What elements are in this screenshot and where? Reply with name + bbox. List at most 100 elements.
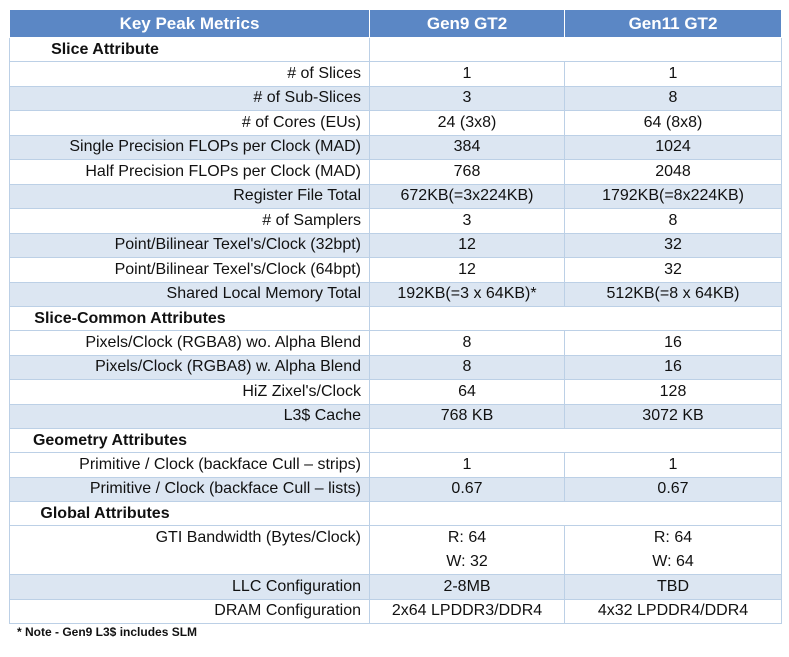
gen9-value: 3 — [369, 85, 565, 111]
metric-label: GTI Bandwidth (Bytes/Clock) — [9, 525, 370, 575]
footnote: * Note - Gen9 L3$ includes SLM — [17, 625, 198, 639]
section-heading: Geometry Attributes — [9, 428, 370, 453]
gen9-value: 1 — [369, 452, 565, 478]
section-heading: Slice-Common Attributes — [9, 306, 370, 331]
metric-label: Primitive / Clock (backface Cull – strip… — [9, 452, 370, 478]
empty-cell — [369, 501, 782, 526]
gen11-value: 128 — [564, 379, 782, 405]
header-key-peak-metrics: Key Peak Metrics — [9, 9, 370, 38]
section-heading-text: Slice-Common Attributes — [34, 309, 226, 327]
table-row: Shared Local Memory Total 192KB(=3 x 64KB… — [9, 281, 782, 307]
metric-label: L3$ Cache — [9, 403, 370, 429]
metric-label: # of Sub-Slices — [9, 85, 370, 111]
section-heading: Global Attributes — [9, 501, 370, 526]
gen11-value: 64 (8x8) — [564, 110, 782, 136]
metric-label: Pixels/Clock (RGBA8) w. Alpha Blend — [9, 354, 370, 380]
table-row: Single Precision FLOPs per Clock (MAD) 38… — [9, 134, 782, 160]
table-row: # of Sub-Slices 3 8 — [9, 85, 782, 111]
section-heading-text: Slice Attribute — [51, 40, 159, 58]
gen11-value: 1792KB(=8x224KB) — [564, 183, 782, 209]
gen11-value: 32 — [564, 257, 782, 283]
metric-label: Primitive / Clock (backface Cull – lists… — [9, 476, 370, 502]
gen11-value-line: W: 64 — [652, 553, 694, 570]
table-row: HiZ Zixel's/Clock 64 128 — [9, 379, 782, 405]
table-row: GTI Bandwidth (Bytes/Clock) R: 64 W: 32 R: … — [9, 525, 782, 575]
metric-label: DRAM Configuration — [9, 598, 370, 624]
table-row: Primitive / Clock (backface Cull – strip… — [9, 452, 782, 478]
table-row: Primitive / Clock (backface Cull – lists… — [9, 476, 782, 502]
table-body: Slice Attribute # of Slices 1 1 # of Sub-Sli… — [9, 37, 782, 624]
metric-label: Register File Total — [9, 183, 370, 209]
gen9-value: 768 — [369, 159, 565, 185]
gen11-value: 1 — [564, 61, 782, 87]
gen9-value: 2x64 LPDDR3/DDR4 — [369, 598, 565, 624]
gen11-value: 32 — [564, 232, 782, 258]
gen11-value: 16 — [564, 354, 782, 380]
table-row: # of Samplers 3 8 — [9, 208, 782, 234]
section-row: Slice-Common Attributes — [9, 306, 782, 331]
table-row: Point/Bilinear Texel's/Clock (32bpt) 12 32 — [9, 232, 782, 258]
table-row: DRAM Configuration 2x64 LPDDR3/DDR4 4x32 L… — [9, 598, 782, 624]
gen11-value: 512KB(=8 x 64KB) — [564, 281, 782, 307]
gen9-value: 2-8MB — [369, 574, 565, 600]
gen9-value: 3 — [369, 208, 565, 234]
metric-label: Point/Bilinear Texel's/Clock (64bpt) — [9, 257, 370, 283]
table-row: # of Slices 1 1 — [9, 61, 782, 87]
metric-label: HiZ Zixel's/Clock — [9, 379, 370, 405]
section-heading: Slice Attribute — [9, 37, 370, 62]
gen11-value: 8 — [564, 85, 782, 111]
gen9-value: 64 — [369, 379, 565, 405]
gen9-value: 24 (3x8) — [369, 110, 565, 136]
table-row: Register File Total 672KB(=3x224KB) 1792KB… — [9, 183, 782, 209]
metric-label: # of Samplers — [9, 208, 370, 234]
table-row: Pixels/Clock (RGBA8) w. Alpha Blend 8 16 — [9, 354, 782, 380]
section-heading-text: Geometry Attributes — [32, 431, 188, 449]
gen11-value: 2048 — [564, 159, 782, 185]
gen9-value-line: W: 32 — [446, 553, 488, 570]
gen11-value: 8 — [564, 208, 782, 234]
empty-cell — [369, 306, 782, 331]
table-header-row: Key Peak Metrics Gen9 GT2 Gen11 GT2 — [9, 9, 782, 38]
metric-label: Pixels/Clock (RGBA8) wo. Alpha Blend — [9, 330, 370, 356]
table-row: Pixels/Clock (RGBA8) wo. Alpha Blend 8 16 — [9, 330, 782, 356]
gen11-value: 1 — [564, 452, 782, 478]
gen9-value: 8 — [369, 354, 565, 380]
peak-metrics-table: Key Peak Metrics Gen9 GT2 Gen11 GT2 Slic… — [9, 9, 782, 624]
header-gen11-gt2: Gen11 GT2 — [564, 9, 782, 38]
gen9-value: 12 — [369, 257, 565, 283]
gen9-value: 768 KB — [369, 403, 565, 429]
metric-label: # of Slices — [9, 61, 370, 87]
section-row: Slice Attribute — [9, 37, 782, 62]
metric-label: # of Cores (EUs) — [9, 110, 370, 136]
gen11-value: 3072 KB — [564, 403, 782, 429]
gen9-value: 12 — [369, 232, 565, 258]
table-row: L3$ Cache 768 KB 3072 KB — [9, 403, 782, 429]
gen9-value: 0.67 — [369, 476, 565, 502]
gen9-value: 384 — [369, 134, 565, 160]
empty-cell — [369, 428, 782, 453]
metric-label: LLC Configuration — [9, 574, 370, 600]
gen11-value-line: R: 64 — [653, 529, 693, 546]
gen11-value: 16 — [564, 330, 782, 356]
empty-cell — [369, 37, 782, 62]
gen9-value: 1 — [369, 61, 565, 87]
section-heading-text: Global Attributes — [40, 504, 170, 522]
gen9-value: R: 64 W: 32 — [369, 525, 565, 575]
table-row: LLC Configuration 2-8MB TBD — [9, 574, 782, 600]
gen11-value: 4x32 LPDDR4/DDR4 — [564, 598, 782, 624]
metric-label: Point/Bilinear Texel's/Clock (32bpt) — [9, 232, 370, 258]
table-row: # of Cores (EUs) 24 (3x8) 64 (8x8) — [9, 110, 782, 136]
gen9-value-line: R: 64 — [447, 529, 487, 546]
gen11-value: 1024 — [564, 134, 782, 160]
table-row: Point/Bilinear Texel's/Clock (64bpt) 12 32 — [9, 257, 782, 283]
table-row: Half Precision FLOPs per Clock (MAD) 768 2… — [9, 159, 782, 185]
section-row: Geometry Attributes — [9, 428, 782, 453]
gen9-value: 192KB(=3 x 64KB)* — [369, 281, 565, 307]
gen9-value: 672KB(=3x224KB) — [369, 183, 565, 209]
metric-label: Single Precision FLOPs per Clock (MAD) — [9, 134, 370, 160]
gen11-value: R: 64 W: 64 — [564, 525, 782, 575]
gen11-value: 0.67 — [564, 476, 782, 502]
metric-label: Shared Local Memory Total — [9, 281, 370, 307]
gen9-value: 8 — [369, 330, 565, 356]
section-row: Global Attributes — [9, 501, 782, 526]
